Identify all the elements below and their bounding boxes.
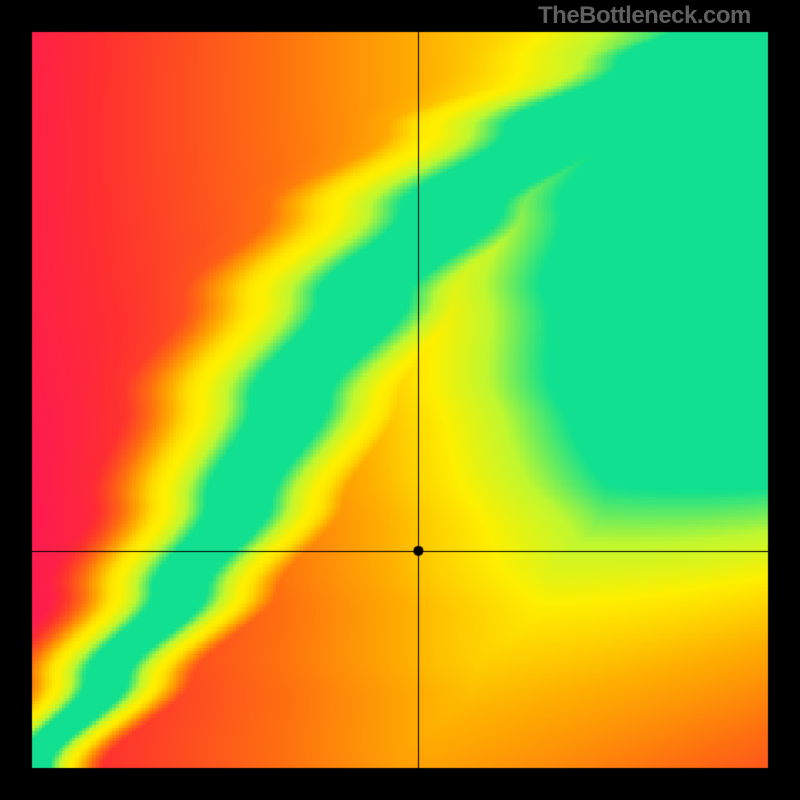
chart-container: TheBottleneck.com: [0, 0, 800, 800]
heatmap-canvas: [0, 0, 800, 800]
watermark-text: TheBottleneck.com: [538, 2, 751, 30]
